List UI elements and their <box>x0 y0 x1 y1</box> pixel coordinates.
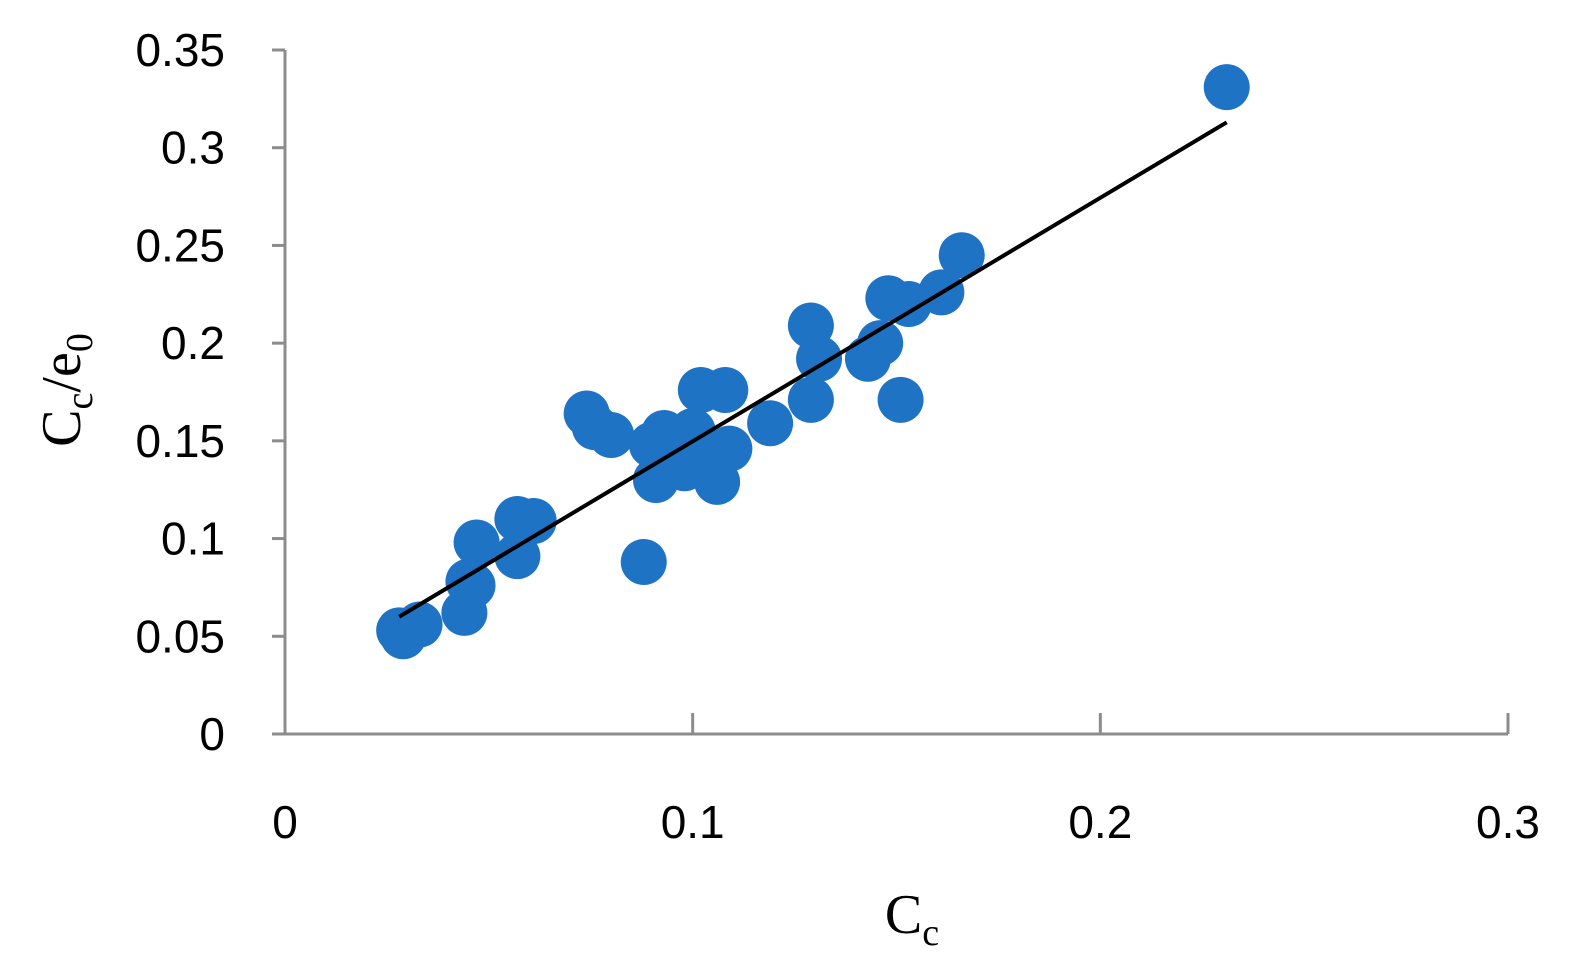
y-axis-title-sep: /e <box>31 352 93 392</box>
y-tick-label: 0 <box>199 708 225 760</box>
data-point <box>494 533 541 580</box>
y-tick-label: 0.1 <box>161 513 225 565</box>
axes-group <box>283 50 1508 736</box>
data-point <box>796 335 843 382</box>
y-axis-title-main: C <box>31 409 93 446</box>
x-axis-title-sub: c <box>922 912 939 954</box>
data-point <box>857 320 904 367</box>
x-tick-label: 0.3 <box>1476 796 1540 848</box>
trendline <box>398 120 1228 619</box>
y-axis-title: Cc/e0 <box>31 333 101 447</box>
data-point <box>453 519 500 566</box>
y-ticks-group: 0 0.05 0.1 0.15 0.2 0.25 0.3 0.35 <box>135 24 285 760</box>
data-point <box>747 400 794 447</box>
y-axis-title-sub2: 0 <box>59 333 101 352</box>
y-tick-label: 0.35 <box>135 24 225 76</box>
data-point <box>588 411 635 458</box>
y-axis-title-sub: c <box>59 393 101 410</box>
x-tick-label: 0.2 <box>1068 796 1132 848</box>
data-point <box>1203 64 1250 111</box>
data-point <box>706 425 753 472</box>
data-point <box>787 376 834 423</box>
x-axis-title: Cc <box>885 884 939 954</box>
data-point <box>702 367 749 414</box>
data-point <box>510 497 557 544</box>
y-tick-label: 0.15 <box>135 415 225 467</box>
y-tick-label: 0.05 <box>135 610 225 662</box>
data-point <box>877 376 924 423</box>
x-ticks-group: 0 0.1 0.2 0.3 <box>272 713 1540 848</box>
x-tick-label: 0.1 <box>661 796 725 848</box>
y-tick-label: 0.25 <box>135 219 225 271</box>
x-tick-label: 0 <box>272 796 298 848</box>
data-point <box>938 232 985 279</box>
x-axis-title-main: C <box>885 884 922 946</box>
data-point <box>396 601 443 648</box>
data-points-group <box>376 64 1250 660</box>
data-point <box>620 539 667 586</box>
y-tick-label: 0.3 <box>161 122 225 174</box>
y-tick-label: 0.2 <box>161 317 225 369</box>
